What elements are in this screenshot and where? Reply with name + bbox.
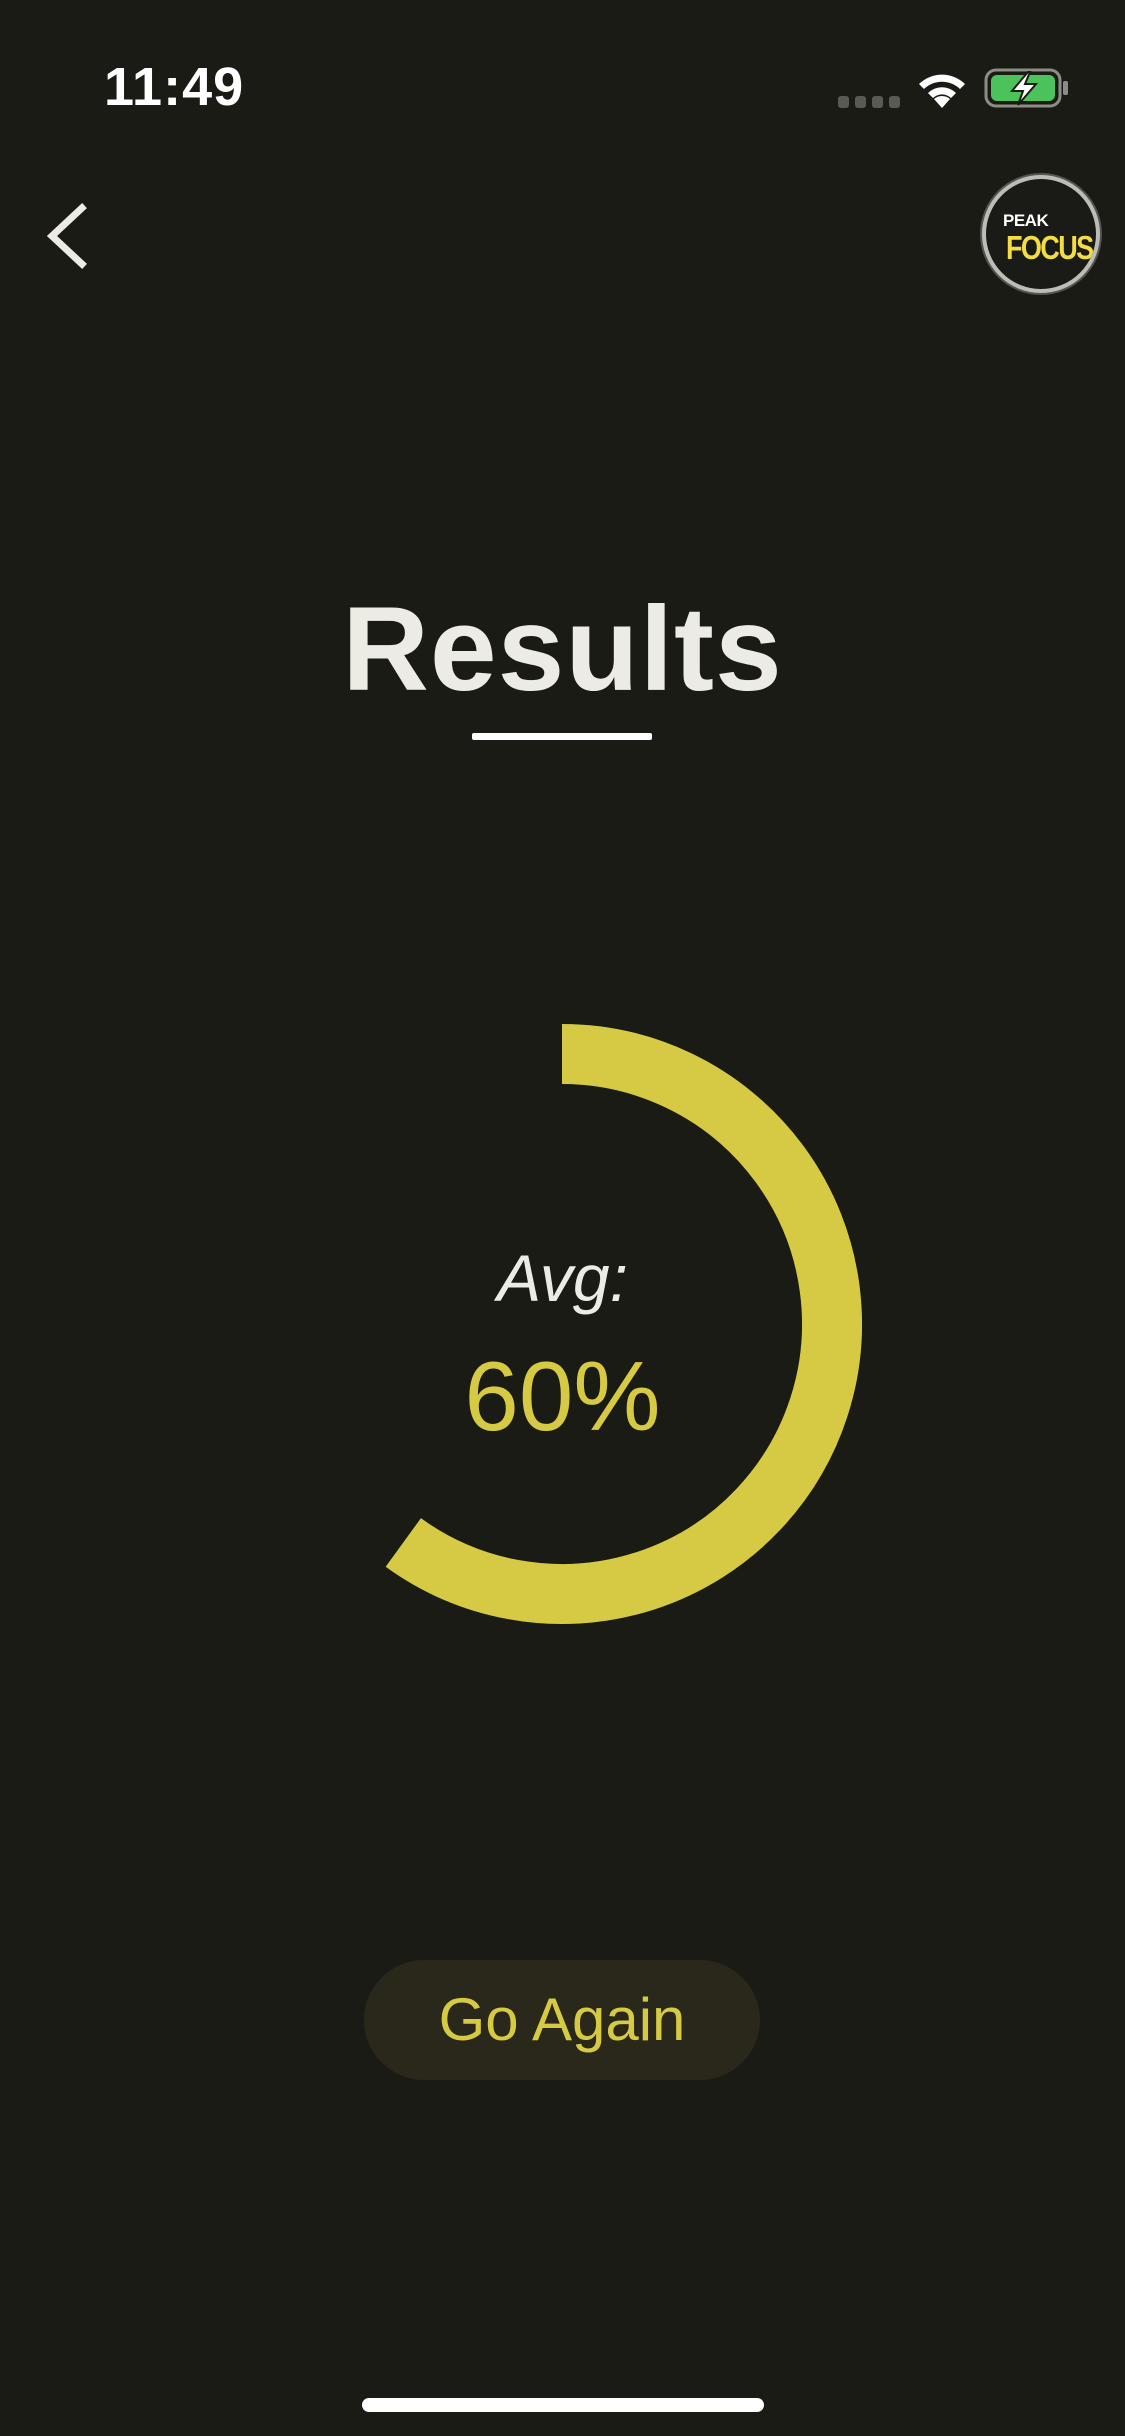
status-bar: 11:49 bbox=[0, 0, 1125, 140]
logo-text-peak: PEAK bbox=[1003, 211, 1049, 230]
cellular-signal-icon bbox=[838, 96, 900, 108]
avg-value: 60% bbox=[464, 1341, 661, 1451]
logo-text-focus: FOCUS bbox=[1006, 229, 1094, 266]
progress-arc bbox=[385, 1024, 862, 1624]
chevron-left-icon bbox=[46, 203, 87, 269]
battery-charging-icon bbox=[984, 68, 1068, 108]
title-underline bbox=[472, 733, 652, 740]
go-again-button[interactable]: Go Again bbox=[364, 1960, 760, 2080]
page-title: Results bbox=[342, 582, 783, 716]
peak-focus-logo: PEAK FOCUS bbox=[982, 175, 1100, 293]
home-indicator[interactable] bbox=[362, 2398, 764, 2412]
wifi-icon bbox=[919, 74, 965, 108]
status-time: 11:49 bbox=[104, 57, 245, 117]
avg-label: Avg: bbox=[497, 1241, 628, 1315]
back-button[interactable] bbox=[30, 190, 110, 280]
